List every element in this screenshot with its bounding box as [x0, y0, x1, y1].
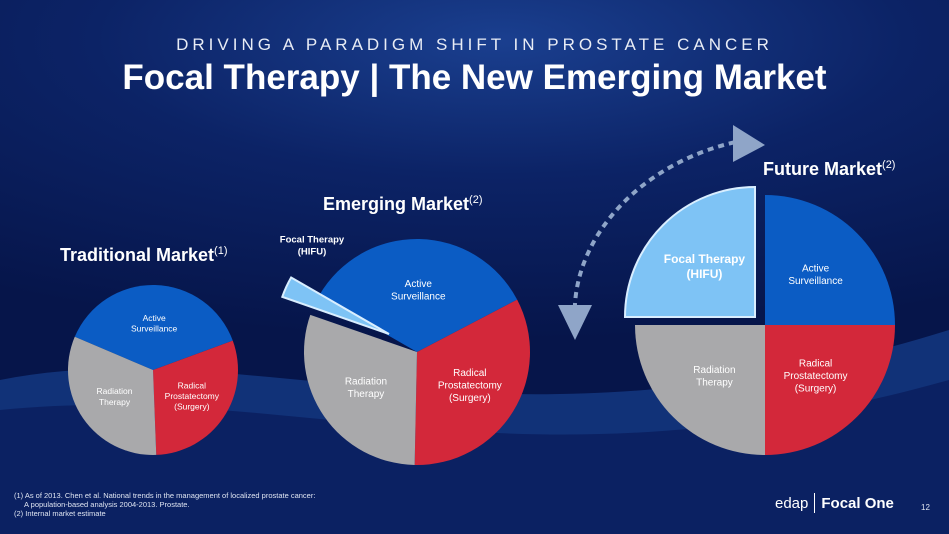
page-number: 12: [921, 503, 930, 512]
pie-traditional-market: Active Surveillance Radical Prostatectomy (S…: [67, 284, 238, 456]
pie-slice-radiation-therapy: [67, 336, 157, 456]
pie-slice-active-surveillance: [74, 284, 233, 370]
footnote-1: (1) As of 2013. Chen et al. National tre…: [14, 491, 316, 500]
slide-title: Focal Therapy | The New Emerging Market: [122, 58, 827, 97]
company-logo: edap Focal One: [775, 493, 894, 513]
traditional-market-label: Traditional Market(1): [60, 245, 228, 265]
pie-slice-radical-prostatectomy-surgery: [414, 299, 530, 465]
pie-label-radiation-therapy: Radiation Therapy: [345, 377, 387, 401]
pie-label-radiation-therapy: Radiation Therapy: [97, 386, 133, 407]
pie-slice-active-surveillance: [765, 195, 895, 325]
pie-label-active-surveillance: Active Surveillance: [391, 279, 446, 303]
footnote-2: (2) Internal market estimate: [14, 509, 106, 518]
pie-label-focal-therapy-hifu: Focal Therapy (HIFU): [280, 234, 345, 257]
pie-emerging-market: Active Surveillance Radical Prostatectomy (S…: [280, 234, 530, 465]
pie-label-active-surveillance: Active Surveillance: [788, 264, 843, 288]
pie-label-radical-prostatectomy-surgery: Radical Prostatectomy (Surgery): [784, 359, 848, 395]
pie-label-active-surveillance: Active Surveillance: [131, 313, 178, 334]
emerging-market-label: Emerging Market(2): [323, 194, 483, 214]
pie-label-radical-prostatectomy-surgery: Radical Prostatectomy (Surgery): [438, 368, 502, 404]
pie-label-focal-therapy-hifu: Focal Therapy (HIFU): [664, 252, 746, 281]
pie-slice-radiation-therapy: [304, 314, 417, 465]
cycle-arrow: [558, 125, 765, 340]
pie-label-radiation-therapy: Radiation Therapy: [693, 365, 735, 389]
pie-label-radical-prostatectomy-surgery: Radical Prostatectomy (Surgery): [165, 380, 220, 411]
pie-slice-radical-prostatectomy-surgery: [153, 340, 238, 455]
pie-slice-focal-therapy-hifu: [623, 185, 756, 318]
footnotes: (1) As of 2013. Chen et al. National tre…: [14, 491, 315, 518]
pie-slice-radiation-therapy: [635, 325, 765, 455]
pie-slice-focal-therapy-hifu: [281, 276, 390, 335]
slide-subtitle: DRIVING A PARADIGM SHIFT IN PROSTATE CAN…: [176, 35, 773, 54]
future-market-label: Future Market(2): [763, 159, 896, 179]
pie-slice-radical-prostatectomy-surgery: [765, 325, 895, 455]
pie-future-market: Active Surveillance Radical Prostatectomy (S…: [623, 185, 895, 455]
footnote-1-cont: A population-based analysis 2004-2013. P…: [24, 500, 190, 509]
